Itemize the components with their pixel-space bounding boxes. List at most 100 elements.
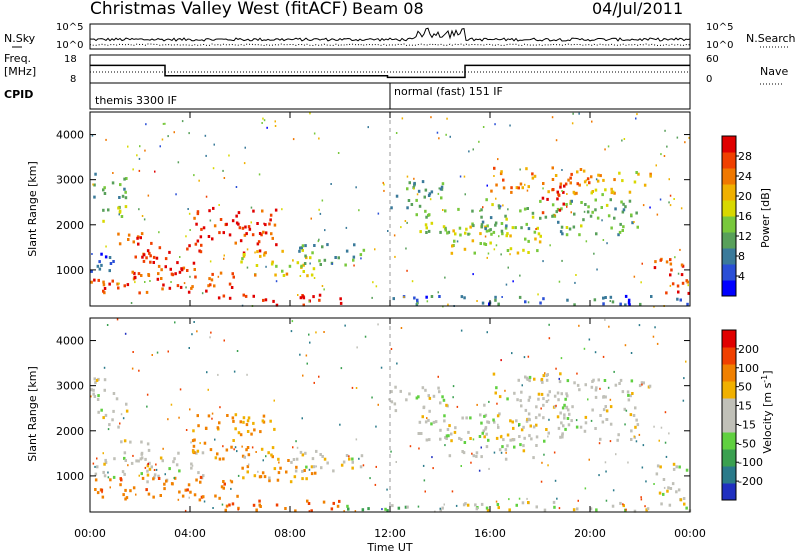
velocity-bar-tick-label: -15	[738, 418, 756, 431]
velocity-cell	[306, 499, 309, 503]
velocity-speckle	[234, 446, 237, 449]
power-cell	[272, 299, 275, 303]
power-cell	[576, 170, 579, 174]
power-cell	[451, 244, 454, 248]
velocity-speckle	[196, 330, 198, 333]
velocity-cell	[218, 421, 221, 425]
velocity-cell	[96, 465, 99, 469]
velocity-cell	[479, 413, 482, 417]
velocity-cell	[446, 428, 450, 431]
velocity-speckle	[682, 399, 685, 402]
velocity-cell	[564, 427, 567, 431]
power-cell	[551, 178, 555, 181]
power-cell	[573, 212, 576, 216]
velocity-cell	[125, 409, 129, 413]
power-speckle	[509, 124, 511, 127]
velocity-cell	[447, 434, 450, 438]
power-cell	[179, 285, 183, 289]
velocity-cell	[576, 383, 580, 387]
velocity-speckle	[273, 399, 275, 402]
velocity-cell	[561, 433, 564, 437]
power-cell	[188, 244, 191, 248]
power-cell	[125, 177, 128, 180]
velocity-cell	[94, 488, 97, 491]
power-speckle	[274, 120, 276, 123]
power-cell	[321, 245, 324, 249]
velocity-cell	[522, 444, 525, 448]
velocity-cell	[121, 470, 125, 474]
power-speckle	[607, 145, 610, 148]
power-speckle	[635, 117, 637, 120]
power-cell	[248, 227, 252, 231]
power-cell	[586, 210, 590, 214]
cpid-mode-2: normal (fast) 151 IF	[394, 85, 503, 98]
velocity-cell	[492, 418, 495, 422]
velocity-speckle	[122, 417, 125, 420]
velocity-speckle	[605, 470, 607, 473]
power-speckle	[246, 248, 249, 251]
power-cell	[281, 269, 284, 273]
power-speckle	[223, 177, 226, 179]
power-cell	[602, 296, 605, 300]
power-cell	[527, 239, 530, 243]
velocity-speckle	[308, 510, 311, 513]
power-cell	[604, 296, 607, 299]
velocity-cell	[202, 474, 205, 478]
velocity-cell	[528, 379, 531, 383]
power-speckle	[669, 284, 672, 287]
velocity-cell	[178, 490, 181, 494]
velocity-cell	[486, 509, 490, 512]
power-cell	[460, 295, 464, 299]
velocity-cell	[190, 466, 193, 470]
velocity-cell	[90, 388, 93, 392]
power-cell	[222, 231, 225, 235]
power-cell	[245, 232, 248, 236]
velocity-cell	[584, 421, 588, 425]
velocity-cell	[140, 456, 144, 460]
power-cell	[174, 272, 177, 276]
velocity-cell	[268, 476, 271, 480]
power-cell	[225, 222, 228, 226]
velocity-cell	[671, 482, 675, 486]
power-cell	[235, 214, 238, 218]
freq-right-tick-bottom: 0	[706, 74, 712, 85]
power-cell	[392, 297, 395, 301]
power-cell	[275, 243, 278, 247]
velocity-cell	[633, 509, 637, 513]
velocity-cell	[104, 461, 108, 464]
velocity-cell	[618, 382, 621, 385]
velocity-cell	[498, 395, 502, 399]
power-cell	[274, 208, 278, 212]
power-cell	[410, 203, 414, 206]
power-cell	[531, 211, 535, 215]
power-cell	[578, 233, 581, 237]
power-cell	[109, 262, 113, 265]
velocity-cell	[605, 418, 609, 421]
power-speckle	[633, 221, 635, 223]
power-cell	[90, 269, 93, 273]
velocity-speckle	[526, 497, 528, 500]
velocity-speckle	[116, 318, 119, 321]
power-speckle	[374, 248, 376, 251]
velocity-speckle	[604, 461, 607, 464]
power-cell	[337, 256, 340, 260]
power-cell	[123, 284, 126, 288]
velocity-speckle	[178, 416, 180, 419]
power-cell	[94, 172, 97, 176]
velocity-speckle	[164, 473, 166, 476]
power-cell	[288, 264, 292, 268]
power-speckle	[486, 184, 488, 187]
velocity-speckle	[456, 405, 459, 408]
power-cell	[578, 183, 581, 187]
velocity-speckle	[664, 441, 667, 444]
power-cell	[244, 225, 247, 229]
velocity-cell	[578, 388, 581, 392]
velocity-cell	[214, 456, 218, 460]
power-cell	[319, 263, 322, 266]
velocity-cell	[102, 470, 105, 474]
velocity-cell	[203, 441, 207, 445]
time-tick-label: 16:00	[474, 527, 506, 540]
power-cell	[102, 188, 105, 192]
power-cell	[311, 251, 314, 255]
